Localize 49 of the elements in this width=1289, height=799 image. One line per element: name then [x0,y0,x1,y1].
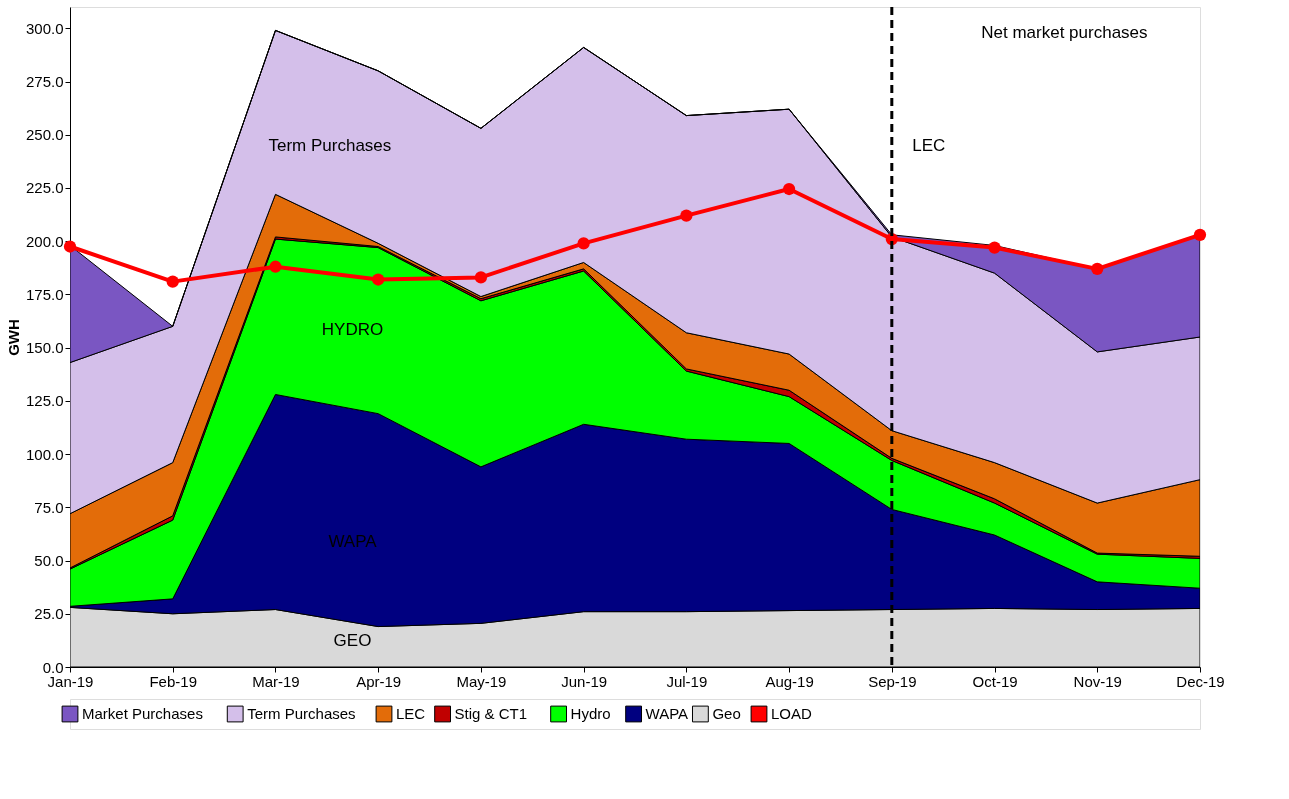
y-tick-label: 200.0 [25,232,64,250]
x-tick-label: Mar-19 [252,672,300,690]
x-tick-label: Jul-19 [666,672,708,690]
y-tick-label: 25.0 [34,605,64,623]
legend-label: Stig & CT1 [454,705,528,722]
point [988,241,1001,254]
annotation: HYDRO [321,320,384,340]
point [63,240,77,253]
x-tick-label: Dec-19 [1176,672,1225,690]
point [577,237,590,250]
legend-label: Market Purchases [82,705,203,722]
annotation: Net market purchases [981,23,1148,43]
point [269,260,282,273]
y-tick-label: 150.0 [25,339,64,357]
legend-label: Geo [712,705,741,722]
y-tick-label: 250.0 [25,126,64,144]
y-axis-title: GWH [4,319,22,356]
annotation: Term Purchases [268,135,392,155]
point [474,271,488,284]
point [782,182,796,196]
point [372,273,385,286]
point [1091,262,1104,275]
legend-label: LOAD [771,705,813,722]
y-tick-label: 50.0 [34,552,64,570]
y-tick-label: 300.0 [25,19,64,37]
x-tick-label: Sep-19 [868,672,917,690]
x-tick-label: Feb-19 [149,672,197,690]
y-tick-label: 275.0 [25,73,64,91]
point [680,209,693,222]
annotation: LEC [912,135,946,155]
x-tick-label: Jun-19 [561,672,608,690]
y-tick-label: 225.0 [25,179,64,197]
point [166,275,179,288]
y-tick-label: 100.0 [25,445,64,463]
annotation: WAPA [328,531,378,551]
legend-label: Term Purchases [247,705,356,722]
x-tick-label: May-19 [456,672,507,690]
legend-label: LEC [396,705,426,722]
y-tick-label: 175.0 [25,285,64,303]
x-tick-label: Apr-19 [356,672,402,690]
y-tick-label: 75.0 [34,498,64,516]
x-tick-label: Oct-19 [972,672,1018,690]
point [1193,228,1207,241]
y-tick-label: 125.0 [25,392,64,410]
x-tick-label: Aug-19 [765,672,814,690]
annotation: GEO [333,630,372,650]
legend-label: Hydro [570,705,611,722]
x-tick-label: Nov-19 [1073,672,1122,690]
legend-label: WAPA [645,705,689,722]
